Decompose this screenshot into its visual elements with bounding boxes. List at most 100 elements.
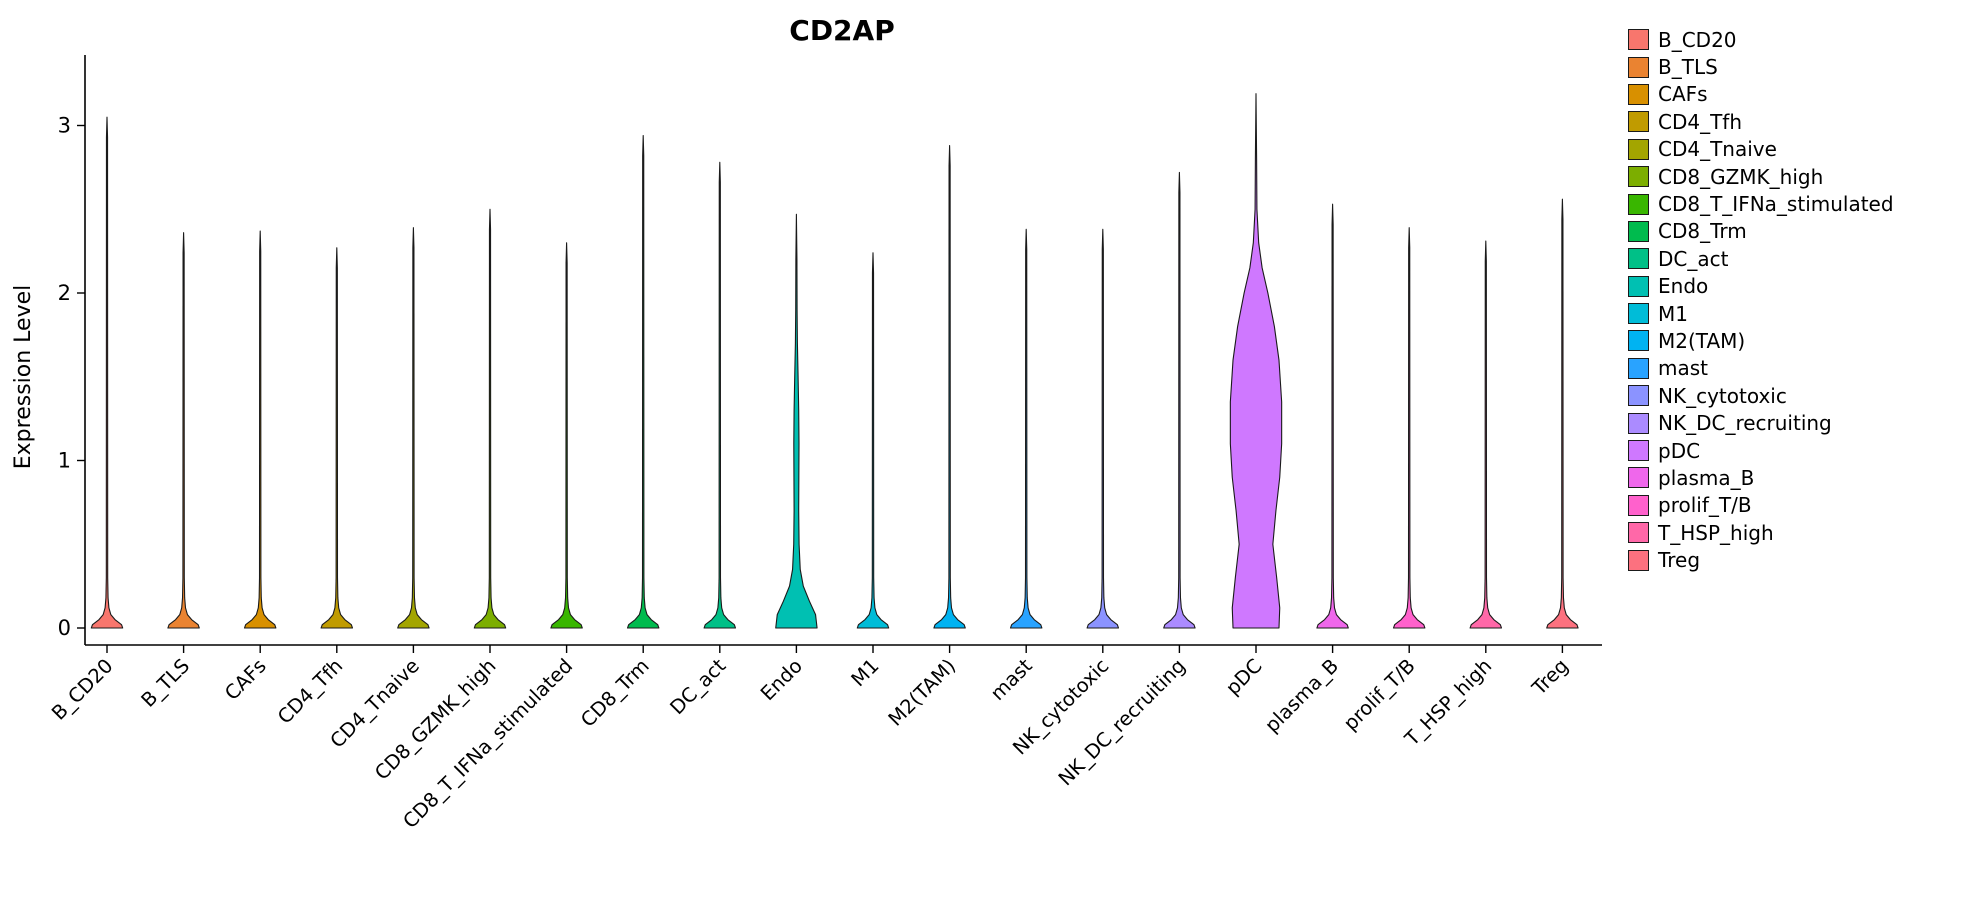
- axes-group: [84, 55, 1602, 646]
- legend-swatch: [1628, 330, 1649, 352]
- legend-item-prolif_T/B: prolif_T/B: [1628, 492, 1894, 519]
- legend-label: Treg: [1658, 548, 1701, 573]
- legend-label: plasma_B: [1658, 465, 1755, 490]
- violin-NK_DC_recruiting: [1163, 171, 1196, 629]
- legend-item-DC_act: DC_act: [1628, 245, 1894, 272]
- violin-CD4_Tnaive: [397, 227, 430, 629]
- x-tick-label: B_CD20: [47, 654, 117, 724]
- y-axis-label: Expression Level: [11, 285, 36, 470]
- violin-CD8_T_IFNa_stimulated: [550, 242, 583, 629]
- legend-swatch: [1628, 549, 1649, 571]
- x-tick-label: mast: [986, 654, 1037, 705]
- legend-item-CD4_Tfh: CD4_Tfh: [1628, 108, 1894, 135]
- violin-prolif_T/B: [1392, 227, 1426, 629]
- legend-swatch: [1628, 111, 1649, 133]
- violin-DC_act: [703, 161, 737, 629]
- legend-item-CD4_Tnaive: CD4_Tnaive: [1628, 136, 1894, 163]
- y-ticks-group: 0 1 2 3: [58, 114, 85, 640]
- violin-CAFs: [243, 230, 277, 629]
- x-tick-label: M1: [847, 654, 884, 691]
- legend-label: mast: [1658, 356, 1708, 381]
- violin-CD8_Trm: [626, 135, 660, 629]
- legend-swatch: [1628, 83, 1649, 105]
- violin-pDC: [1229, 93, 1283, 629]
- legend-swatch: [1628, 193, 1649, 215]
- x-tick-label: Treg: [1527, 654, 1573, 700]
- legend-label: DC_act: [1658, 246, 1729, 271]
- legend-item-NK_DC_recruiting: NK_DC_recruiting: [1628, 409, 1894, 436]
- legend-swatch: [1628, 357, 1649, 379]
- legend-label: NK_DC_recruiting: [1658, 411, 1832, 436]
- y-tick-label: 2: [58, 281, 71, 305]
- violin-plot: CD2AP Expression Level 0 1 2 3 B_CD20 B_TLS C…: [11, 14, 1602, 833]
- x-tick-label: CD8_Trm: [576, 654, 653, 731]
- legend-swatch: [1628, 412, 1649, 434]
- x-tick-label: B_TLS: [137, 654, 194, 711]
- violin-B_CD20: [90, 116, 124, 629]
- legend-swatch: [1628, 166, 1649, 188]
- legend-label: B_CD20: [1658, 27, 1737, 52]
- legend-label: CD4_Tnaive: [1658, 137, 1777, 162]
- legend-item-M1: M1: [1628, 300, 1894, 327]
- x-tick-label: plasma_B: [1260, 654, 1343, 737]
- legend-label: CD8_Trm: [1658, 219, 1747, 244]
- legend-swatch: [1628, 494, 1649, 516]
- legend-item-M2(TAM): M2(TAM): [1628, 327, 1894, 354]
- legend-label: T_HSP_high: [1658, 520, 1774, 545]
- legend-swatch: [1628, 467, 1649, 489]
- legend-item-CD8_T_IFNa_stimulated: CD8_T_IFNa_stimulated: [1628, 190, 1894, 217]
- legend-item-B_CD20: B_CD20: [1628, 26, 1894, 53]
- violin-B_TLS: [167, 232, 200, 629]
- legend-label: NK_cytotoxic: [1658, 383, 1787, 408]
- legend-item-CD8_GZMK_high: CD8_GZMK_high: [1628, 163, 1894, 190]
- legend-item-mast: mast: [1628, 355, 1894, 382]
- legend-swatch: [1628, 138, 1649, 160]
- legend-swatch: [1628, 29, 1649, 51]
- violin-mast: [1009, 228, 1043, 629]
- x-tick-label: DC_act: [665, 654, 730, 719]
- legend-swatch: [1628, 220, 1649, 242]
- legend-swatch: [1628, 385, 1649, 407]
- legend-item-plasma_B: plasma_B: [1628, 464, 1894, 491]
- legend-label: prolif_T/B: [1658, 493, 1752, 518]
- violin-Endo: [775, 213, 818, 629]
- x-tick-label: CAFs: [220, 654, 270, 704]
- y-tick-label: 1: [58, 449, 71, 473]
- legend-item-CAFs: CAFs: [1628, 81, 1894, 108]
- legend-label: M2(TAM): [1658, 328, 1746, 353]
- legend-label: CD8_T_IFNa_stimulated: [1658, 192, 1894, 217]
- legend-item-CD8_Trm: CD8_Trm: [1628, 218, 1894, 245]
- legend-item-Treg: Treg: [1628, 546, 1894, 573]
- legend-swatch: [1628, 522, 1649, 544]
- violin-NK_cytotoxic: [1086, 228, 1120, 629]
- legend-item-NK_cytotoxic: NK_cytotoxic: [1628, 382, 1894, 409]
- violin-M1: [856, 252, 890, 629]
- legend-label: M1: [1658, 301, 1688, 326]
- legend: B_CD20 B_TLS CAFs CD4_Tfh CD4_Tnaive CD8_GZMK…: [1628, 26, 1894, 574]
- violin-T_HSP_high: [1469, 240, 1503, 629]
- legend-swatch: [1628, 275, 1649, 297]
- x-tick-label: NK_DC_recruiting: [1054, 654, 1190, 790]
- x-ticks-group: B_CD20 B_TLS CAFs CD4_TfhCD4_TnaiveCD8_GZMK…: [47, 645, 1573, 833]
- legend-item-pDC: pDC: [1628, 437, 1894, 464]
- legend-swatch: [1628, 303, 1649, 325]
- legend-swatch: [1628, 248, 1649, 270]
- legend-swatch: [1628, 56, 1649, 78]
- y-tick-label: 0: [58, 616, 71, 640]
- x-tick-label: pDC: [1221, 654, 1266, 699]
- legend-label: B_TLS: [1658, 55, 1718, 80]
- legend-label: pDC: [1658, 438, 1701, 463]
- violin-M2(TAM): [933, 145, 966, 629]
- legend-item-Endo: Endo: [1628, 273, 1894, 300]
- violin-Treg: [1546, 198, 1579, 629]
- violin-plasma_B: [1316, 203, 1349, 629]
- legend-swatch: [1628, 440, 1649, 462]
- x-tick-label: M2(TAM): [884, 654, 960, 730]
- legend-label: CD4_Tfh: [1658, 109, 1743, 134]
- legend-label: CAFs: [1658, 82, 1708, 107]
- legend-label: CD8_GZMK_high: [1658, 164, 1824, 189]
- y-tick-label: 3: [58, 114, 71, 138]
- legend-label: Endo: [1658, 274, 1709, 299]
- violin-CD8_GZMK_high: [473, 208, 507, 629]
